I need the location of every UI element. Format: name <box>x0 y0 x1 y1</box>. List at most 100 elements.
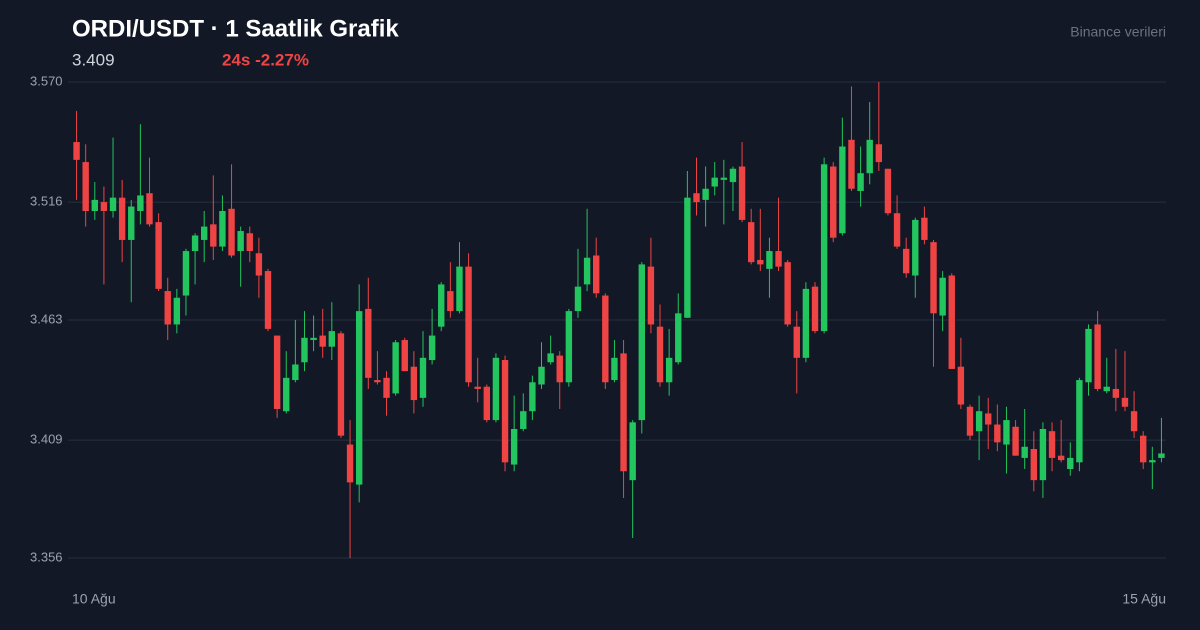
candle-body <box>629 422 636 481</box>
candle-body <box>273 335 281 409</box>
candle-body <box>1149 460 1156 463</box>
candle-body <box>182 251 190 296</box>
candle-body <box>757 259 764 265</box>
x-tick-label: 15 Ağu <box>1122 591 1166 607</box>
candle-body <box>1048 431 1056 458</box>
candle-body <box>675 313 682 363</box>
candle-body <box>1057 455 1065 461</box>
candle-body <box>319 335 326 347</box>
candle-body <box>283 377 290 412</box>
candle-body <box>866 139 873 174</box>
y-tick-label: 3.409 <box>30 432 63 447</box>
candle-body <box>465 266 472 383</box>
candle-body <box>1158 453 1165 458</box>
candle-body <box>1030 449 1038 481</box>
candle-body <box>693 193 700 203</box>
candle-body <box>210 224 217 247</box>
candle-body <box>820 164 828 332</box>
candle-body <box>137 195 144 212</box>
candle-body <box>355 311 363 485</box>
candle-body <box>647 266 655 325</box>
candle-body <box>365 308 372 378</box>
candle-body <box>173 297 181 325</box>
candle-body <box>930 242 937 314</box>
candle-body <box>720 177 728 180</box>
candle-body <box>593 255 600 294</box>
candle-body <box>793 326 800 358</box>
candle-body <box>447 291 454 312</box>
candle-body <box>702 188 709 200</box>
y-tick-label: 3.356 <box>30 549 63 564</box>
candle-body <box>738 166 746 220</box>
candle-body <box>310 337 317 341</box>
candle-body <box>902 248 910 274</box>
candle-body <box>985 413 992 425</box>
candle-body <box>73 142 80 160</box>
candle-body <box>948 275 955 369</box>
candle-body <box>1039 428 1047 481</box>
y-tick-label: 3.463 <box>30 311 63 326</box>
candle-body <box>620 353 627 472</box>
candle-body <box>401 340 408 372</box>
candle-body <box>219 211 226 247</box>
candle-body <box>228 208 235 256</box>
candle-body <box>1130 411 1138 432</box>
candle-body <box>766 251 773 269</box>
candle-body <box>118 197 126 240</box>
x-tick-label: 10 Ağu <box>72 591 116 607</box>
candle-body <box>164 291 171 325</box>
candle-body <box>966 406 974 436</box>
candle-body <box>109 197 117 212</box>
candle-body <box>410 366 418 401</box>
candle-body <box>1140 435 1147 463</box>
candle-body <box>392 342 399 394</box>
candle-body <box>957 366 965 405</box>
source: Binance verileri <box>1070 24 1166 40</box>
candle-body <box>1094 324 1101 389</box>
candle-body <box>574 286 582 312</box>
candle-body <box>520 411 527 429</box>
candle-body <box>656 326 664 383</box>
candle-body <box>510 428 518 465</box>
candle-body <box>456 266 463 312</box>
candle-body <box>848 139 855 189</box>
candle-body <box>638 264 645 421</box>
y-tick-label: 3.516 <box>30 194 63 209</box>
candle-body <box>994 424 1001 443</box>
candle-body <box>1103 386 1110 392</box>
candle-body <box>200 226 208 240</box>
price: 3.409 <box>72 50 115 69</box>
candle-body <box>1121 397 1129 407</box>
candle-body <box>893 213 901 247</box>
candle-body <box>1012 426 1019 456</box>
candle-body <box>875 144 883 163</box>
change: 24s -2.27% <box>222 50 309 69</box>
candle-body <box>565 311 573 383</box>
candle-body <box>146 193 153 225</box>
candle-body <box>784 262 791 325</box>
candle-body <box>1085 328 1092 383</box>
y-tick-label: 3.570 <box>30 73 63 88</box>
candle-body <box>264 271 272 329</box>
candle-body <box>802 288 810 358</box>
candle-body <box>912 219 919 276</box>
candle-body <box>492 357 500 421</box>
candle-body <box>383 377 390 398</box>
candle-body <box>438 284 445 327</box>
candle-body <box>665 357 673 383</box>
candle-body <box>747 222 755 263</box>
candle-body <box>337 333 345 436</box>
candle-body <box>529 382 536 412</box>
candle-body <box>1067 457 1074 470</box>
candle-body <box>830 166 837 238</box>
candle-body <box>538 366 545 385</box>
candle-body <box>255 253 263 276</box>
candle-body <box>501 360 509 463</box>
candle-body <box>884 168 892 214</box>
candle-body <box>374 380 381 383</box>
candle-body <box>729 168 737 183</box>
candle-body <box>100 202 108 212</box>
candle-body <box>547 353 554 363</box>
candle-body <box>811 286 819 332</box>
